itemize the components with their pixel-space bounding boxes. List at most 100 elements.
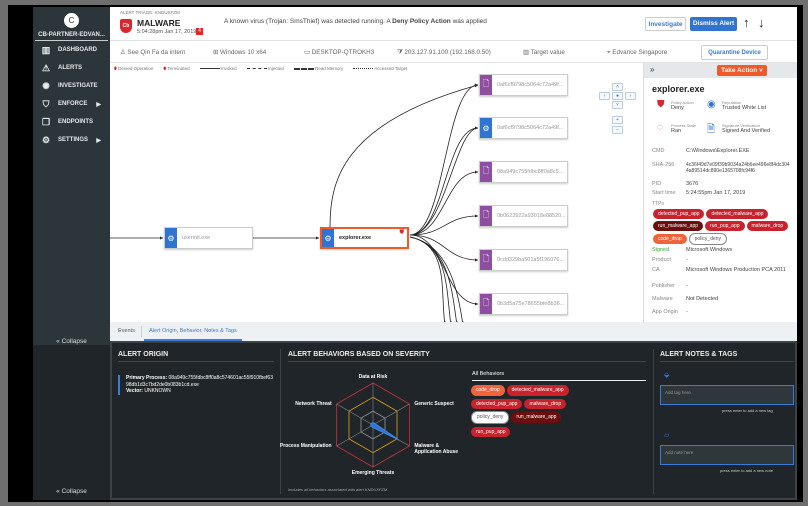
collapse-button-bottom[interactable]: « Collapse	[56, 488, 87, 495]
endpoints-icon: ❐	[41, 116, 51, 127]
node-label: 0b0623922a93018e88520...	[497, 213, 566, 219]
sidebar-item-enforce[interactable]: ⛉ ENFORCE ▶	[42, 98, 101, 109]
pan-down-button[interactable]: ˅	[612, 101, 623, 109]
tag-detected-pup-app[interactable]: detected_pup_app	[653, 209, 705, 219]
org-name[interactable]: CB-PARTNER-EDVAN...	[35, 32, 108, 41]
graph-node-userinit[interactable]: ⚙ userinit.exe	[164, 227, 253, 249]
tab-alert-origin[interactable]: Alert Origin, Behavior, Notes & Tags	[144, 328, 242, 341]
notes-tags-title: ALERT NOTES & TAGS	[660, 351, 794, 362]
tag-run-malware-app[interactable]: run_malware_app	[653, 221, 704, 231]
graph-node-c2[interactable]: ⚙ 0af6cf9798c5064c72a49f...	[479, 117, 568, 139]
os-info: ⊞ Windows 10 x64	[213, 49, 267, 56]
tag-run-pup-app[interactable]: run_pup_app	[705, 221, 745, 231]
pan-left-button[interactable]: ‹	[599, 92, 610, 100]
legend-terminated: ⬮ Terminated	[163, 66, 190, 71]
edge-offscreen-child	[409, 236, 453, 322]
edge-explorer-child	[409, 214, 479, 236]
process-details-panel: » Take Action ˅ explorer.exe ⛊ Policy Ac…	[643, 63, 797, 322]
process-title: explorer.exe	[652, 84, 705, 94]
behaviors-footnote: Includes all behaviors associated with a…	[288, 487, 388, 492]
take-action-button[interactable]: Take Action ˅	[717, 65, 767, 76]
warning-icon: ⚠	[41, 62, 51, 73]
zoom-out-button[interactable]: −	[612, 126, 623, 134]
next-alert-arrow-icon[interactable]: ↓	[758, 15, 765, 30]
process-state: Process State Ran	[671, 123, 696, 134]
tab-events[interactable]: Events	[118, 328, 135, 334]
start-time: Start time 5:24:55pm Jan 17, 2019	[652, 190, 746, 196]
gear-icon: ⚙	[41, 134, 51, 145]
sidebar-item-dashboard[interactable]: ▥ DASHBOARD	[41, 44, 97, 55]
file-icon: 🗋	[480, 162, 492, 182]
target-value: ▥ Target value	[523, 49, 565, 56]
tag-icon: ⬙	[664, 372, 670, 379]
radar-svg	[336, 382, 410, 468]
edge-explorer-child	[409, 126, 479, 236]
dashboard-icon: ▥	[41, 44, 51, 55]
tag-malware-drop[interactable]: malware_drop	[524, 398, 567, 409]
user-info: ♙ See Qin Fa da intern	[120, 49, 186, 56]
sidebar-item-investigate[interactable]: ✺ INVESTIGATE	[42, 80, 98, 91]
investigate-button[interactable]: Investigate	[645, 17, 686, 31]
tag-detected-malware-app[interactable]: detected_malware_app	[506, 385, 569, 396]
policy-shield-icon: ⛊	[657, 99, 665, 110]
tag-policy-deny[interactable]: policy_deny	[688, 233, 728, 245]
edge-offscreen-child	[409, 236, 465, 322]
tag-policy-deny[interactable]: policy_deny	[471, 411, 510, 424]
note-input[interactable]: Add note here	[660, 445, 794, 465]
expand-panel-icon[interactable]: »	[650, 65, 655, 74]
sidebar-item-settings[interactable]: ⚙ SETTINGS ▶	[41, 134, 101, 145]
dismiss-alert-button[interactable]: Dismiss Alert	[690, 17, 737, 31]
node-label: userinit.exe	[182, 235, 211, 241]
radar-axis-label: Generic Suspect	[414, 401, 454, 407]
alert-summary-panel: ALERT ORIGIN Primary Process: 08a949c755…	[110, 341, 797, 500]
process-state-icon: ◌	[657, 122, 663, 133]
graph-node-c1[interactable]: 🗋 0af6cf9798c5064c72a49f...	[479, 74, 568, 96]
avatar[interactable]: C	[64, 13, 79, 28]
shield-icon: ⛉	[42, 98, 50, 109]
sidebar-item-alerts[interactable]: ⚠ ALERTS	[41, 62, 82, 73]
tag-code-drop[interactable]: code_drop	[471, 385, 505, 396]
tag-run-malware-app[interactable]: run_malware_app	[511, 412, 562, 423]
tag-malware-drop[interactable]: malware_drop	[746, 221, 789, 231]
sha256: SHA-256 4c36f49d7e09f39b9034a24b6ee496e8f…	[652, 162, 790, 174]
graph-legend: ⬮ Denied Operation ⬮ Terminated Invoked …	[114, 66, 407, 71]
tag-code-drop[interactable]: code_drop	[653, 234, 687, 244]
process-gear-icon: ⚙	[322, 229, 334, 247]
behavior-radar-chart: Data at Risk Generic Suspect Malware & App…	[262, 369, 467, 481]
pan-center-button[interactable]: ●	[612, 92, 623, 100]
device-name[interactable]: ▭ DESKTOP-QTROKH3	[304, 49, 375, 56]
alert-origin-title: ALERT ORIGIN	[118, 351, 274, 362]
graph-node-c3[interactable]: 🗋 08a949c755fdbc8ff0a8c5...	[479, 161, 568, 183]
collapse-button[interactable]: « Collapse	[56, 338, 87, 345]
zoom-in-button[interactable]: +	[612, 116, 623, 124]
edge-explorer-child	[329, 84, 479, 228]
product: Product -	[652, 257, 688, 263]
tag-detected-pup-app[interactable]: detected_pup_app	[471, 398, 523, 409]
edge-explorer-child	[409, 83, 479, 236]
file-icon: 🗋	[480, 250, 492, 270]
previous-alert-arrow-icon[interactable]: ↑	[743, 15, 750, 30]
sidebar-item-endpoints[interactable]: ❐ ENDPOINTS	[41, 116, 94, 127]
tag-run-pup-app[interactable]: run_pup_app	[471, 426, 511, 437]
tag-detected-malware-app[interactable]: detected_malware_app	[706, 209, 769, 219]
note-icon: ▱	[664, 432, 670, 439]
pan-right-button[interactable]: ›	[625, 92, 636, 100]
edge-explorer-child	[409, 126, 479, 236]
node-label: 08a949c755fdbc8ff0a8c5...	[497, 169, 564, 175]
quarantine-device-button[interactable]: Quarantine Device	[701, 45, 768, 60]
denied-badge-icon: ⛊	[399, 230, 404, 236]
process-graph[interactable]: ⬮ Denied Operation ⬮ Terminated Invoked …	[110, 63, 643, 322]
tag-input[interactable]: Add tag here	[660, 385, 794, 405]
pan-up-button[interactable]: ˄	[612, 83, 623, 91]
radar-axis-label: Process Manipulation	[279, 443, 332, 449]
tag-hint: press enter to add a new tag	[722, 408, 773, 413]
graph-node-c6[interactable]: 🗋 0b3d5a75e78655bfe8b36...	[479, 293, 568, 315]
node-label: 0af6cf9798c5064c72a49f...	[497, 125, 564, 131]
graph-node-c4[interactable]: 🗋 0b0623922a93018e88520...	[479, 205, 568, 227]
graph-node-explorer[interactable]: ⚙ explorer.exe ⛊	[320, 227, 409, 249]
radar-axis-label: Network Threat	[295, 401, 332, 407]
caret-right-icon: ▶	[96, 101, 101, 108]
node-label: 0cdd329ba501a5f196076...	[497, 257, 564, 263]
graph-node-c5[interactable]: 🗋 0cdd329ba501a5f196076...	[479, 249, 568, 271]
legend-accessed-target: Accessed Target	[353, 66, 407, 71]
